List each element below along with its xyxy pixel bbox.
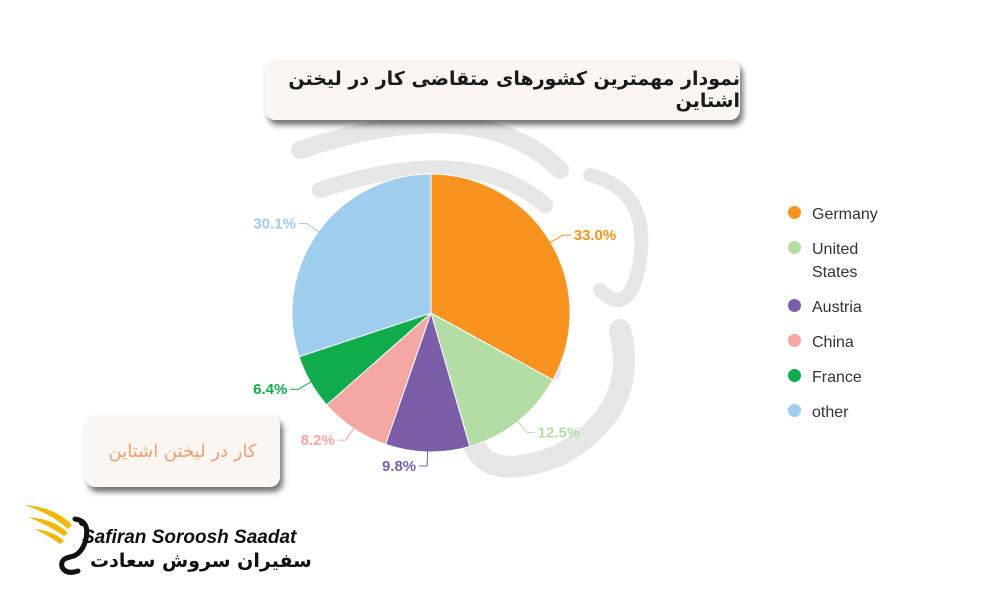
data-label-austria: 9.8%	[382, 458, 416, 475]
legend-item-austria: Austria	[788, 296, 968, 319]
leader-line-united-states	[515, 418, 535, 433]
legend-swatch	[788, 404, 801, 417]
legend-label: China	[812, 334, 854, 351]
data-label-china: 8.2%	[301, 432, 335, 449]
logo-name-fa: سفیران سروش سعادت	[90, 550, 312, 572]
company-logo: Safiran Soroosh Saadat سفیران سروش سعادت	[20, 497, 312, 582]
data-label-other: 30.1%	[253, 215, 296, 232]
leader-line-austria	[419, 448, 429, 467]
legend-item-other: other	[788, 401, 968, 424]
leader-line-other	[298, 222, 322, 234]
legend-item-germany: Germany	[788, 203, 968, 226]
legend-swatch	[788, 206, 801, 219]
legend-swatch	[788, 241, 801, 254]
data-label-germany: 33.0%	[574, 227, 617, 244]
chart-legend: Germany United States Austria China France ot…	[788, 203, 968, 436]
legend-swatch	[788, 369, 801, 382]
legend-label: Germany	[812, 206, 878, 223]
subtitle-box: کار در لیختن اشتاین	[85, 415, 280, 487]
leader-line-france	[290, 380, 314, 390]
legend-item-france: France	[788, 366, 968, 389]
legend-swatch	[788, 334, 801, 347]
data-label-united-states: 12.5%	[538, 424, 581, 441]
legend-item-china: China	[788, 331, 968, 354]
chart-title: نمودار مهمترین کشورهای متقاضی کار در لیخ…	[265, 60, 740, 120]
data-label-france: 6.4%	[253, 381, 287, 398]
legend-item-united-states: United States	[788, 238, 968, 284]
logo-name-en: Safiran Soroosh Saadat	[82, 527, 297, 548]
swan-logo-icon	[24, 505, 90, 575]
leader-line-germany	[547, 234, 571, 245]
legend-label: France	[812, 369, 862, 386]
legend-label: Austria	[812, 299, 862, 316]
leader-line-china	[337, 425, 356, 441]
legend-swatch	[788, 299, 801, 312]
legend-label: United States	[812, 241, 859, 281]
legend-label: other	[812, 404, 849, 421]
